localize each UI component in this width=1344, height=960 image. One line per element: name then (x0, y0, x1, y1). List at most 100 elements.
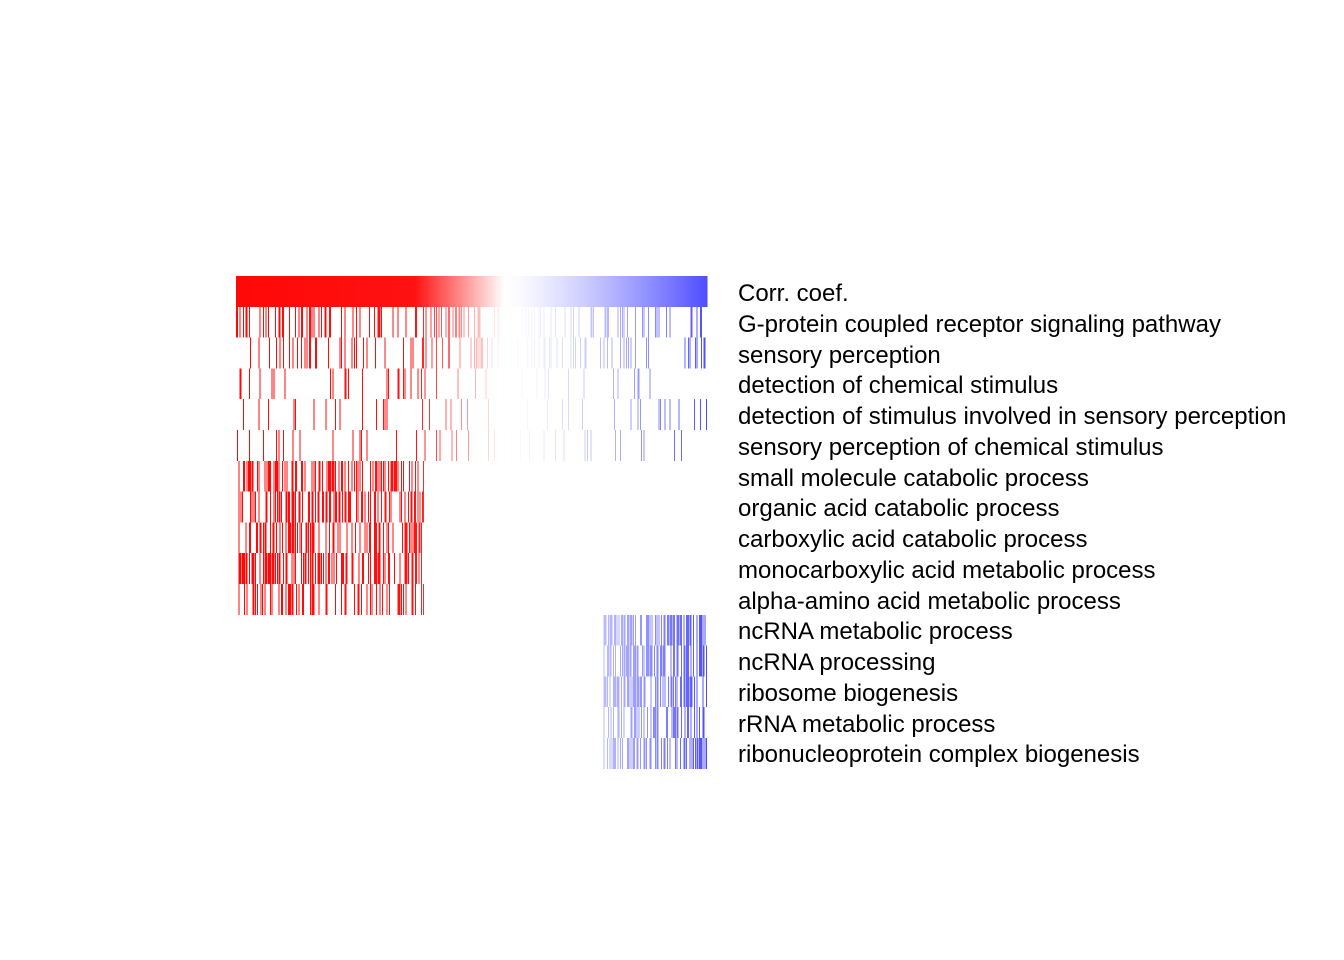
gene-set-member-cell (373, 491, 375, 523)
corr-coef-cell (655, 276, 657, 307)
corr-coef-cell (639, 276, 642, 307)
gene-set-member-cell (332, 430, 334, 461)
gene-set-member-cell (306, 306, 308, 338)
corr-coef-cell (452, 276, 455, 307)
gene-set-member-cell (306, 522, 308, 554)
gene-set-member-cell (470, 337, 472, 369)
gene-set-member-cell (690, 645, 692, 677)
gene-set-member-cell (240, 368, 242, 400)
gene-set-member-cell (605, 676, 607, 708)
corr-coef-cell (650, 276, 653, 307)
gene-set-member-cell (643, 707, 645, 738)
corr-coef-cell (694, 276, 696, 307)
gene-set-member-cell (503, 430, 505, 461)
gene-set-member-cell (605, 306, 607, 338)
gene-set-member-cell (416, 430, 418, 461)
gene-set-member-cell (332, 460, 334, 492)
corr-coef-cell (703, 276, 706, 307)
corr-coef-cell (495, 276, 497, 307)
gene-set-member-cell (266, 491, 268, 523)
gene-set-member-cell (288, 491, 290, 523)
gene-set-member-cell (699, 738, 701, 769)
gene-set-member-cell (662, 676, 664, 708)
gene-set-member-cell (663, 738, 665, 769)
gene-set-member-cell (246, 460, 248, 492)
gene-set-member-cell (674, 614, 676, 646)
gene-set-member-cell (603, 645, 605, 677)
gene-set-member-cell (283, 337, 285, 369)
gene-set-member-cell (292, 522, 294, 554)
gene-set-member-cell (617, 676, 619, 708)
corr-coef-cell (571, 276, 574, 307)
gene-set-member-cell (326, 491, 328, 523)
gene-set-member-cell (412, 584, 414, 615)
corr-coef-cell (482, 276, 484, 307)
gene-set-member-cell (456, 306, 458, 338)
corr-coef-cell (327, 276, 330, 307)
gene-set-member-cell (701, 306, 703, 338)
gene-set-member-cell (331, 553, 333, 584)
gene-set-member-cell (239, 306, 241, 338)
corr-coef-cell (516, 276, 518, 307)
gene-set-member-cell (312, 584, 314, 615)
corr-coef-cell (577, 276, 580, 307)
gene-set-member-cell (641, 430, 643, 461)
corr-coef-cell (312, 276, 315, 307)
gene-set-member-cell (361, 460, 363, 492)
gene-set-member-cell (436, 337, 438, 369)
corr-coef-cell (354, 276, 357, 307)
gene-set-member-cell (370, 460, 372, 492)
corr-coef-cell (386, 276, 389, 307)
gene-set-member-cell (590, 430, 592, 461)
corr-coef-cell (592, 276, 595, 307)
gene-set-member-cell (247, 460, 249, 492)
gene-set-member-cell (417, 460, 419, 492)
corr-coef-cell (420, 276, 423, 307)
corr-coef-cell (423, 276, 425, 307)
row-label: G-protein coupled receptor signaling pat… (738, 311, 1221, 338)
gene-set-member-cell (677, 645, 679, 677)
gene-set-member-cell (277, 460, 279, 492)
corr-coef-cell (596, 276, 598, 307)
corr-coef-cell (586, 276, 589, 307)
gene-set-member-cell (508, 337, 509, 369)
corr-coef-cell (578, 276, 581, 307)
corr-coef-cell (658, 276, 661, 307)
gene-set-member-cell (363, 553, 365, 584)
gene-set-member-cell (628, 738, 630, 769)
corr-coef-cell (688, 276, 690, 307)
corr-coef-cell (437, 276, 439, 307)
corr-coef-cell (363, 276, 365, 307)
corr-coef-cell (656, 276, 658, 307)
gene-set-member-cell (533, 337, 535, 369)
gene-set-member-cell (644, 676, 646, 708)
gene-set-member-cell (422, 399, 424, 430)
gene-set-member-cell (268, 337, 270, 369)
corr-coef-cell (473, 276, 476, 307)
gene-set-member-cell (603, 707, 605, 738)
corr-coef-cell (535, 276, 537, 307)
gene-set-member-cell (374, 553, 376, 584)
gene-set-member-cell (634, 707, 635, 738)
gene-set-member-cell (319, 460, 321, 492)
gene-set-member-cell (311, 553, 313, 584)
gene-set-member-cell (696, 306, 698, 338)
gene-set-member-cell (245, 553, 247, 584)
gene-set-member-cell (585, 337, 587, 369)
row-label: ncRNA processing (738, 649, 935, 676)
gene-set-member-cell (685, 614, 687, 646)
gene-set-member-cell (270, 522, 272, 554)
gene-set-member-cell (458, 306, 460, 338)
gene-set-member-cell (629, 645, 631, 677)
corr-coef-cell (370, 276, 372, 307)
gene-set-member-cell (665, 306, 667, 338)
gene-set-member-cell (438, 306, 440, 338)
gene-set-member-cell (479, 337, 481, 369)
gene-set-member-cell (397, 460, 399, 492)
corr-coef-cell (294, 276, 297, 307)
gene-set-member-cell (582, 399, 584, 430)
gene-set-member-cell (497, 306, 499, 338)
gene-set-member-cell (390, 491, 392, 523)
corr-coef-cell (530, 276, 532, 307)
gene-set-member-cell (271, 584, 273, 615)
